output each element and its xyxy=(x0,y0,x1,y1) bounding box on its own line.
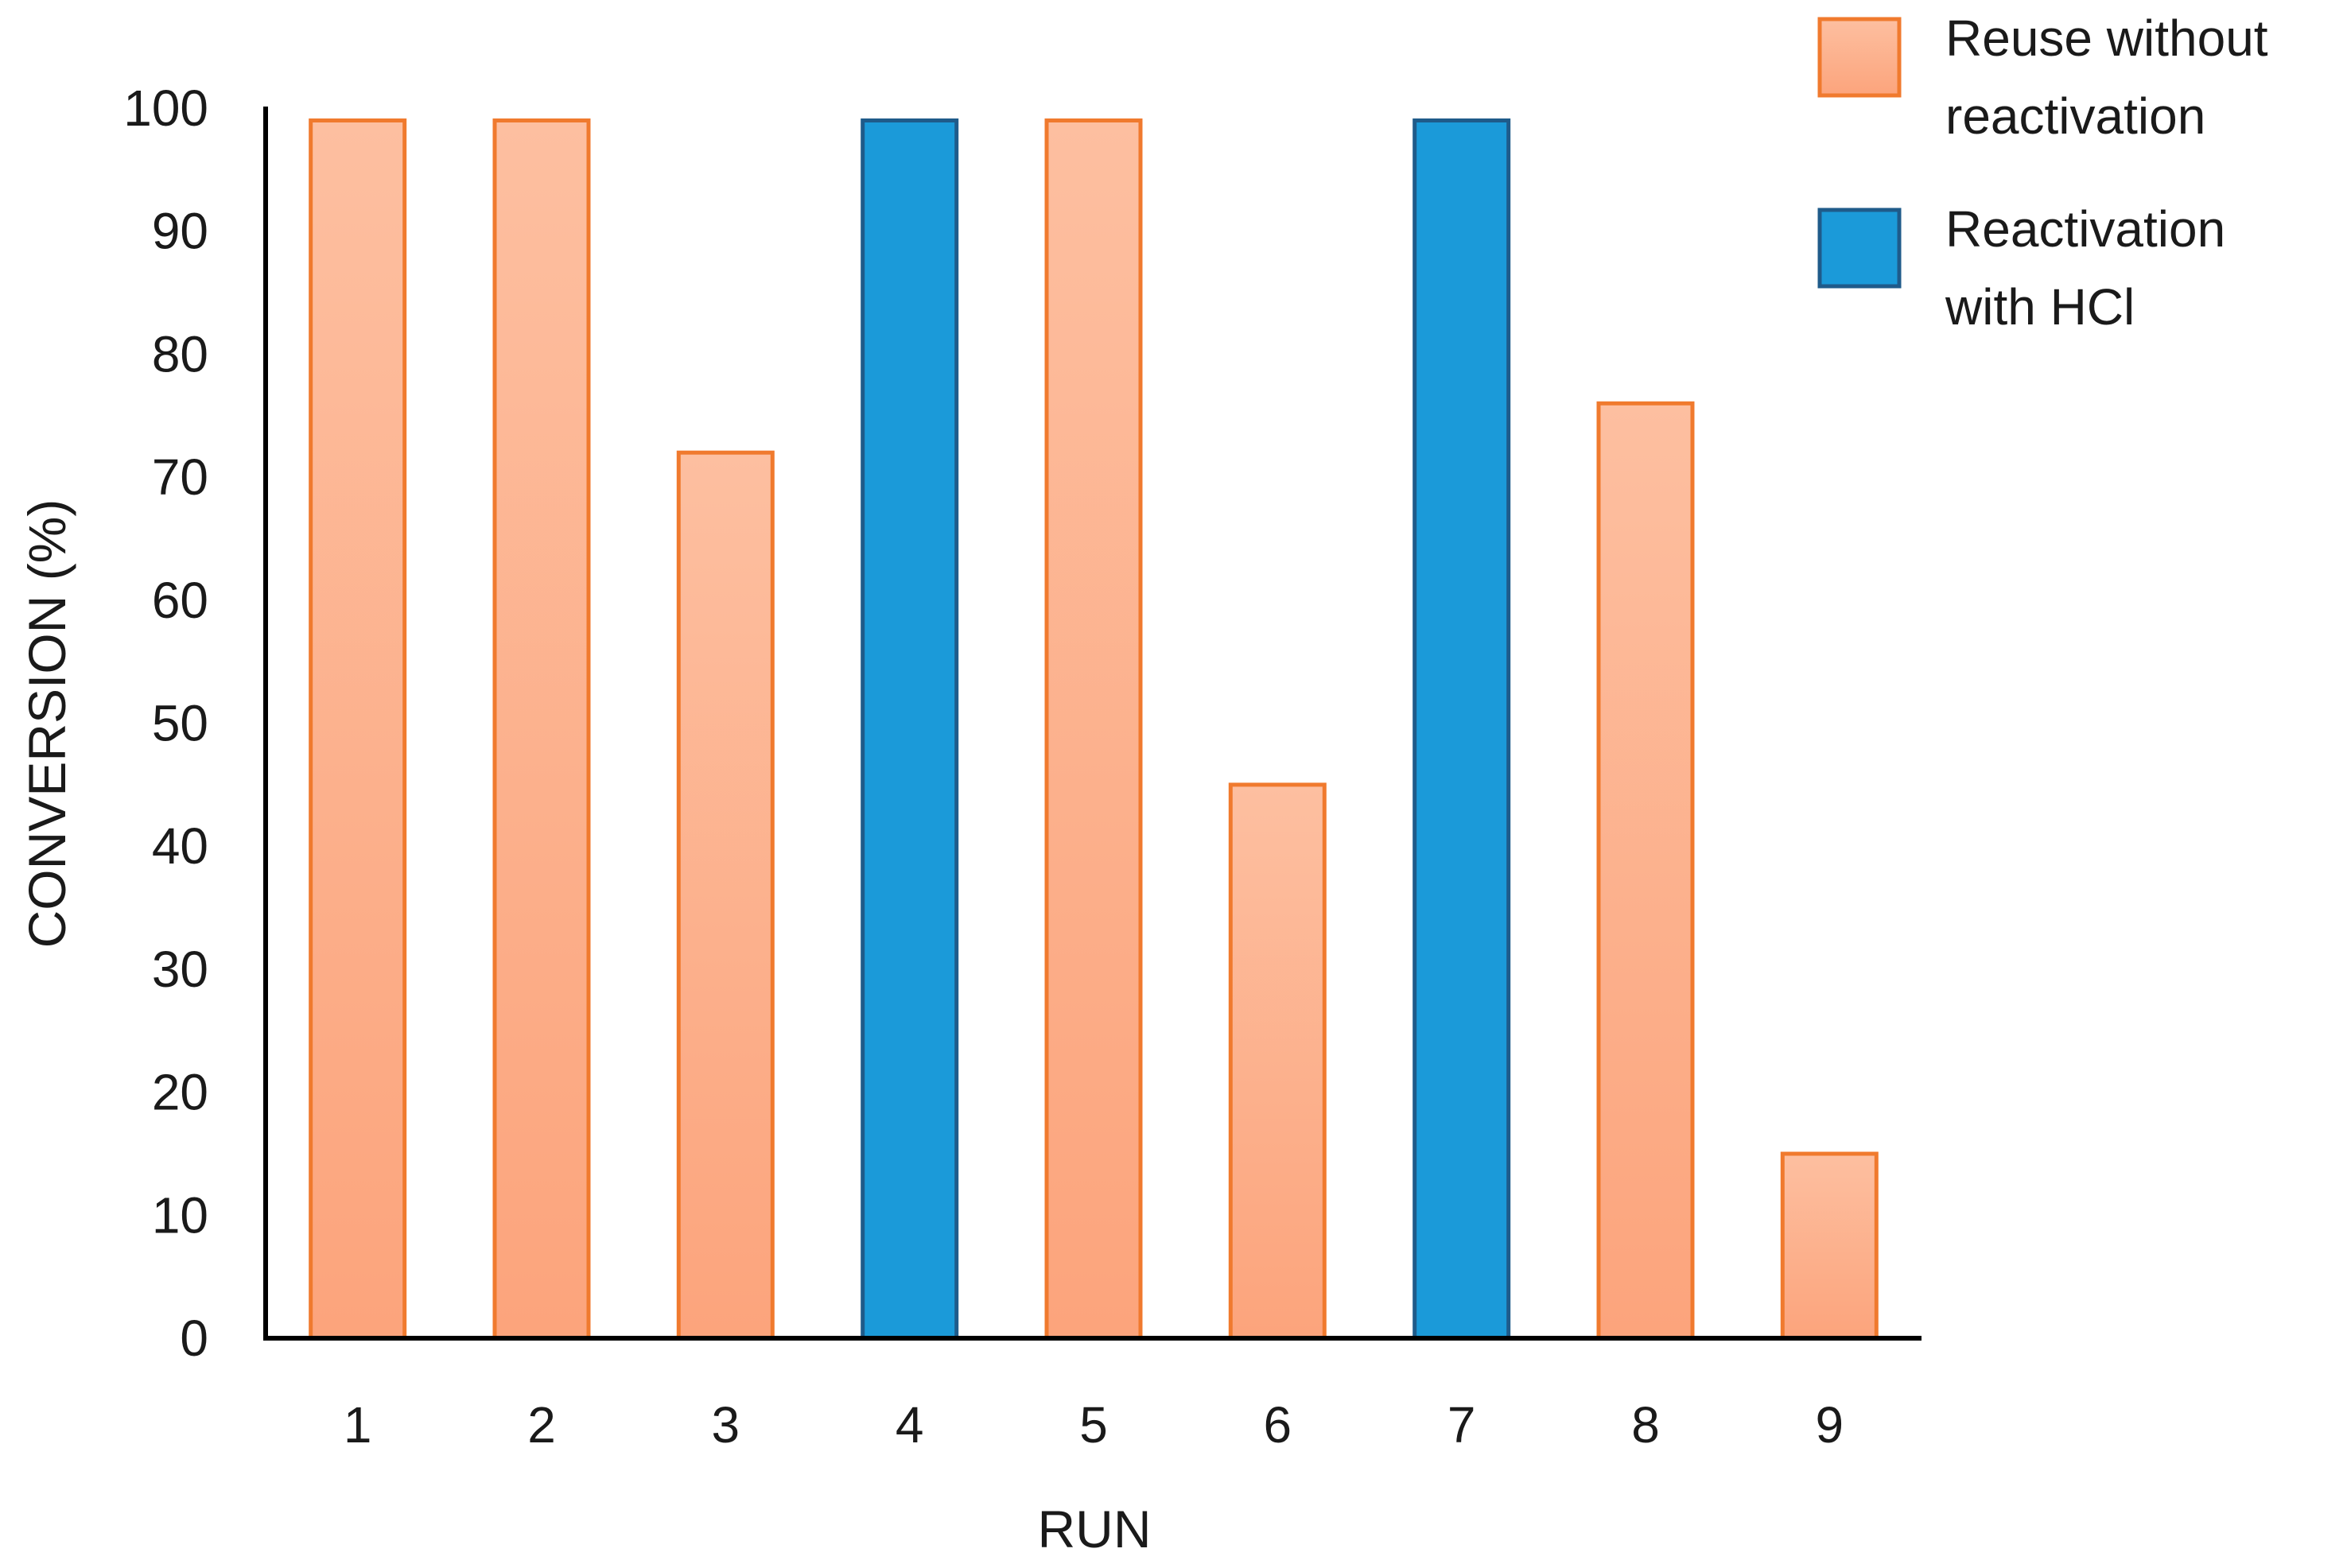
y-tick-label-80: 80 xyxy=(152,325,208,382)
legend-label-2-line-2: with HCl xyxy=(1945,278,2135,336)
bar-run-6 xyxy=(1228,782,1327,1341)
x-tick-label-8: 8 xyxy=(1631,1396,1660,1454)
bar-run-7 xyxy=(1412,118,1511,1341)
legend-item-2: Reactivation with HCl xyxy=(1817,200,2225,336)
bar-run-4 xyxy=(861,118,959,1341)
x-tick-label-7: 7 xyxy=(1447,1396,1476,1454)
x-axis-title: RUN xyxy=(1038,1500,1152,1558)
x-tick-label-2: 2 xyxy=(527,1396,556,1454)
y-tick-label-10: 10 xyxy=(152,1186,208,1244)
axes-group xyxy=(263,107,1922,1341)
bar-run-9 xyxy=(1780,1151,1879,1341)
legend-label-1-line-1: Reuse without xyxy=(1945,10,2268,67)
y-tick-label-30: 30 xyxy=(152,941,208,998)
legend-label-2-line-1: Reactivation xyxy=(1945,200,2225,258)
bars-group xyxy=(309,118,1879,1341)
x-tick-labels: 1 2 3 4 5 6 7 8 9 xyxy=(344,1396,1844,1454)
y-tick-label-50: 50 xyxy=(152,695,208,752)
y-tick-label-90: 90 xyxy=(152,203,208,260)
x-tick-label-9: 9 xyxy=(1816,1396,1844,1454)
y-tick-label-100: 100 xyxy=(123,80,208,137)
bar-run-2 xyxy=(492,118,591,1341)
x-tick-label-4: 4 xyxy=(896,1396,924,1454)
legend-item-1: Reuse without reactivation xyxy=(1817,10,2268,145)
y-tick-label-40: 40 xyxy=(152,817,208,875)
y-tick-label-0: 0 xyxy=(180,1310,208,1367)
y-tick-label-20: 20 xyxy=(152,1064,208,1121)
bar-run-5 xyxy=(1044,118,1143,1341)
x-tick-label-6: 6 xyxy=(1264,1396,1292,1454)
y-tick-label-60: 60 xyxy=(152,572,208,629)
bar-run-1 xyxy=(309,118,407,1341)
legend: Reuse without reactivation Reactivation wit… xyxy=(1817,10,2268,336)
legend-label-1-line-2: reactivation xyxy=(1945,87,2205,145)
legend-swatch-2 xyxy=(1817,208,1902,289)
x-tick-label-1: 1 xyxy=(344,1396,372,1454)
legend-swatch-1 xyxy=(1817,17,1902,98)
bar-run-8 xyxy=(1596,401,1695,1341)
y-axis-title: CONVERSION (%) xyxy=(17,499,76,949)
y-tick-labels: 0 10 20 30 40 50 60 70 80 90 100 xyxy=(123,80,208,1367)
x-tick-label-5: 5 xyxy=(1079,1396,1108,1454)
bar-run-3 xyxy=(676,450,775,1341)
y-tick-label-70: 70 xyxy=(152,448,208,506)
x-tick-label-3: 3 xyxy=(712,1396,740,1454)
